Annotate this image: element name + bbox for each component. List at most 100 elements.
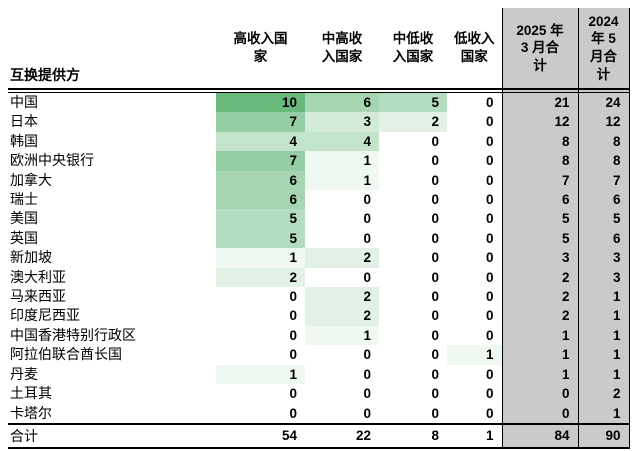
count-cell: 0 xyxy=(216,403,305,424)
table-row: 马来西亚 0 2 0 0 2 1 xyxy=(8,287,630,307)
count-cell: 0 xyxy=(447,306,502,326)
count-cell: 0 xyxy=(305,345,379,365)
total-cell: 2 xyxy=(577,384,630,404)
count-cell: 0 xyxy=(305,228,379,249)
total-cell: 21 xyxy=(501,92,578,113)
total-cell: 3 xyxy=(577,248,630,268)
column-header-upper-middle-income: 中高收 入国家 xyxy=(305,8,379,90)
count-cell: 0 xyxy=(305,267,379,288)
count-cell: 2 xyxy=(305,248,379,268)
total-cell: 5 xyxy=(577,209,630,229)
count-cell: 0 xyxy=(305,384,379,404)
count-cell: 2 xyxy=(305,287,379,307)
total-cell: 8 xyxy=(577,131,630,152)
table-row: 韩国 4 4 0 0 8 8 xyxy=(8,131,630,152)
count-cell: 6 xyxy=(216,170,305,191)
count-cell: 0 xyxy=(447,228,502,249)
count-cell: 0 xyxy=(379,306,447,326)
count-cell: 0 xyxy=(216,306,305,326)
table-row: 阿拉伯联合酋长国 0 0 0 1 1 1 xyxy=(8,345,630,365)
provider-name: 印度尼西亚 xyxy=(10,307,80,324)
table-row: 英国 5 0 0 0 5 6 xyxy=(8,228,630,249)
provider-name: 土耳其 xyxy=(10,385,52,402)
count-cell: 7 xyxy=(216,112,305,132)
provider-name: 瑞士 xyxy=(10,191,38,208)
total-row: 合计 54 22 8 1 84 90 xyxy=(8,422,630,449)
count-cell: 8 xyxy=(379,422,447,449)
count-cell: 2 xyxy=(216,267,305,288)
count-cell: 0 xyxy=(447,287,502,307)
count-cell: 1 xyxy=(305,170,379,191)
total-cell: 24 xyxy=(577,92,630,113)
provider-name: 卡塔尔 xyxy=(10,404,52,421)
provider-name: 韩国 xyxy=(10,132,38,149)
total-cell: 8 xyxy=(577,151,630,171)
count-cell: 0 xyxy=(379,248,447,268)
count-cell: 0 xyxy=(379,325,447,346)
provider-name: 丹麦 xyxy=(10,365,38,382)
count-cell: 0 xyxy=(379,267,447,288)
count-cell: 0 xyxy=(447,92,502,113)
count-cell: 0 xyxy=(305,209,379,229)
table-row: 中国 10 6 5 0 21 24 xyxy=(8,92,630,113)
total-cell: 2 xyxy=(501,287,578,307)
total-cell: 1 xyxy=(577,364,630,385)
total-cell: 5 xyxy=(501,228,578,249)
table-row: 土耳其 0 0 0 0 0 2 xyxy=(8,384,630,404)
count-cell: 5 xyxy=(216,209,305,229)
header-double-rule xyxy=(8,89,630,93)
column-header-total-2025-03: 2025 年 3 月合 计 xyxy=(501,8,578,90)
count-cell: 5 xyxy=(379,92,447,113)
count-cell: 0 xyxy=(447,325,502,346)
count-cell: 0 xyxy=(447,131,502,152)
provider-name: 新加坡 xyxy=(10,249,52,266)
total-cell: 90 xyxy=(577,422,630,449)
total-cell: 5 xyxy=(501,209,578,229)
total-cell: 3 xyxy=(577,267,630,288)
count-cell: 0 xyxy=(447,267,502,288)
provider-name: 澳大利亚 xyxy=(10,268,66,285)
column-header-high-income: 高收入国 家 xyxy=(216,8,305,90)
count-cell: 0 xyxy=(379,151,447,171)
total-cell: 6 xyxy=(501,190,578,210)
total-cell: 0 xyxy=(501,384,578,404)
table-row: 澳大利亚 2 0 0 0 2 3 xyxy=(8,267,630,288)
count-cell: 2 xyxy=(379,112,447,132)
provider-name: 欧洲中央银行 xyxy=(10,152,94,169)
count-cell: 0 xyxy=(379,170,447,191)
count-cell: 0 xyxy=(447,248,502,268)
count-cell: 10 xyxy=(216,92,305,113)
total-cell: 6 xyxy=(577,228,630,249)
column-header-lower-middle-income: 中低收 入国家 xyxy=(379,8,447,90)
count-cell: 0 xyxy=(216,287,305,307)
table-row: 印度尼西亚 0 2 0 0 2 1 xyxy=(8,306,630,326)
count-cell: 0 xyxy=(447,170,502,191)
count-cell: 1 xyxy=(305,325,379,346)
total-cell: 7 xyxy=(577,170,630,191)
table-row: 美国 5 0 0 0 5 5 xyxy=(8,209,630,229)
count-cell: 0 xyxy=(216,325,305,346)
table-row: 丹麦 1 0 0 0 1 1 xyxy=(8,364,630,385)
total-cell: 12 xyxy=(501,112,578,132)
count-cell: 0 xyxy=(379,228,447,249)
total-cell: 6 xyxy=(577,190,630,210)
provider-name: 马来西亚 xyxy=(10,288,66,305)
count-cell: 0 xyxy=(379,287,447,307)
total-cell: 84 xyxy=(501,422,578,449)
total-cell: 7 xyxy=(501,170,578,191)
total-cell: 2 xyxy=(501,267,578,288)
table-row: 中国香港特别行政区 0 1 0 0 1 1 xyxy=(8,325,630,346)
count-cell: 0 xyxy=(379,209,447,229)
count-cell: 54 xyxy=(216,422,305,449)
provider-name: 日本 xyxy=(10,113,38,130)
count-cell: 0 xyxy=(379,403,447,424)
count-cell: 0 xyxy=(305,364,379,385)
count-cell: 4 xyxy=(216,131,305,152)
total-cell: 1 xyxy=(501,345,578,365)
provider-name: 阿拉伯联合酋长国 xyxy=(10,346,122,363)
count-cell: 6 xyxy=(216,190,305,210)
table-row: 欧洲中央银行 7 1 0 0 8 8 xyxy=(8,151,630,171)
count-cell: 5 xyxy=(216,228,305,249)
count-cell: 0 xyxy=(216,384,305,404)
